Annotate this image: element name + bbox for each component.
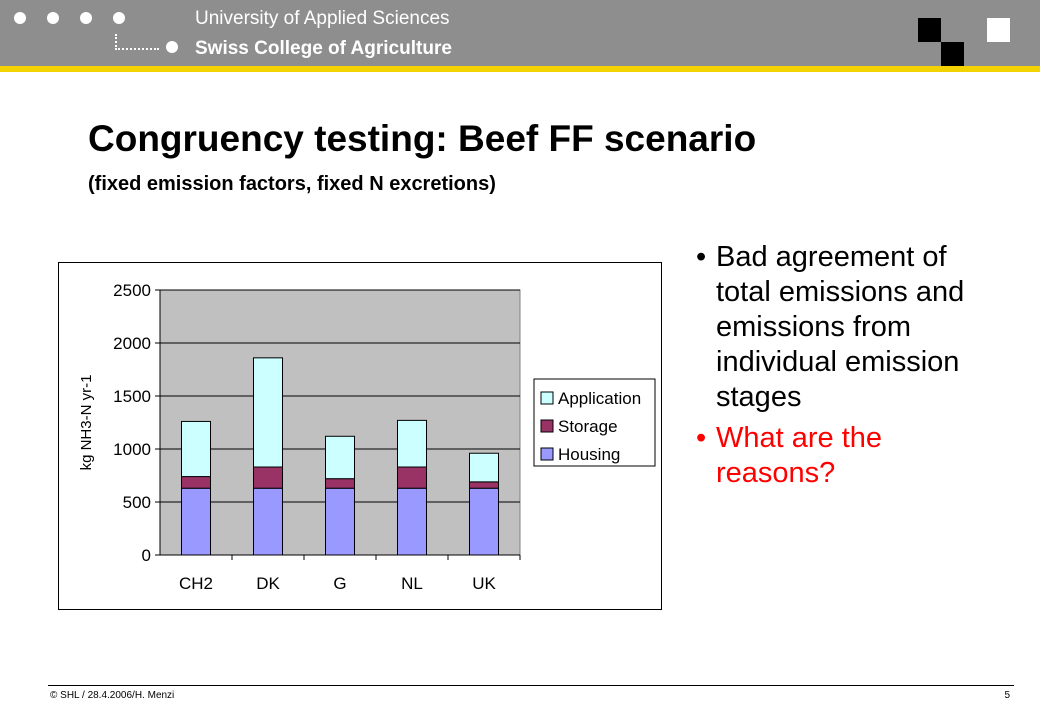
x-tick-label: UK (472, 574, 496, 593)
university-name: University of Applied Sciences (195, 8, 450, 29)
header-accent-line (0, 66, 1040, 72)
footer-credit: © SHL / 28.4.2006/H. Menzi (50, 690, 175, 701)
bar-segment-application (325, 435, 355, 480)
bullet-item: • Bad agreement of total emissions and e… (694, 240, 1004, 415)
legend-swatch (540, 419, 554, 433)
x-tick-label: DK (256, 574, 280, 593)
bar-segment-application (469, 452, 499, 483)
x-tick-label: NL (401, 574, 423, 593)
header-dotted-connector (115, 34, 159, 50)
bar-segment-storage (325, 478, 355, 489)
bar-segment-housing (253, 487, 283, 556)
legend-label: Storage (558, 417, 618, 436)
bullet-text: Bad agreement of total emissions and emi… (716, 241, 965, 413)
bullet-item: • What are the reasons? (694, 421, 1004, 491)
school-name: Swiss College of Agriculture (195, 38, 452, 59)
header-dot (166, 41, 178, 53)
bar-segment-housing (397, 487, 427, 556)
legend-swatch (540, 447, 554, 461)
logo-square (918, 18, 941, 42)
y-tick-label: 2000 (113, 334, 151, 353)
header-dot (113, 12, 125, 24)
stacked-bar-chart: 0 500 1000 1500 2000 2500 CH2 DK G NL UK kg NH3-N y… (78, 281, 656, 593)
header-dot (47, 12, 59, 24)
header-bar: University of Applied Sciences Swiss Col… (0, 0, 1040, 66)
y-tick-label: 1500 (113, 387, 151, 406)
header-dot (80, 12, 92, 24)
legend-label: Housing (558, 445, 620, 464)
bar-segment-storage (397, 466, 427, 489)
slide-subtitle: (fixed emission factors, fixed N excreti… (88, 173, 496, 195)
bar-segment-application (397, 419, 427, 468)
bar-segment-housing (469, 487, 499, 556)
bar-segment-housing (325, 487, 355, 556)
bullet-dot-icon: • (696, 422, 707, 454)
logo-square (987, 18, 1010, 42)
footer-divider (48, 685, 1014, 686)
y-tick-label: 1000 (113, 440, 151, 459)
y-axis-label: kg NH3-N yr-1 (78, 375, 95, 471)
x-tick-label: CH2 (179, 574, 213, 593)
legend-swatch (540, 391, 554, 405)
x-tick-label: G (333, 574, 346, 593)
chart-frame: 0 500 1000 1500 2000 2500 CH2 DK G NL UK kg NH3-N y… (58, 262, 662, 610)
bar-segment-storage (253, 466, 283, 489)
y-tick-label: 500 (123, 493, 151, 512)
bar-segment-housing (181, 487, 211, 556)
legend-label: Application (558, 389, 641, 408)
logo-square (941, 42, 964, 66)
y-tick-label: 2500 (113, 281, 151, 300)
bar-segment-application (253, 357, 283, 468)
bullet-text: What are the reasons? (716, 422, 883, 489)
header-dot (14, 12, 26, 24)
bullet-list: • Bad agreement of total emissions and e… (694, 240, 1004, 497)
page-number: 5 (1004, 690, 1010, 701)
bar-segment-storage (469, 481, 499, 489)
institution-logo (918, 18, 1010, 66)
bar-segment-storage (181, 476, 211, 489)
legend-box (533, 378, 656, 467)
bullet-dot-icon: • (696, 241, 707, 273)
y-tick-label: 0 (142, 546, 151, 565)
bar-segment-application (181, 420, 211, 478)
slide-title: Congruency testing: Beef FF scenario (88, 118, 757, 159)
